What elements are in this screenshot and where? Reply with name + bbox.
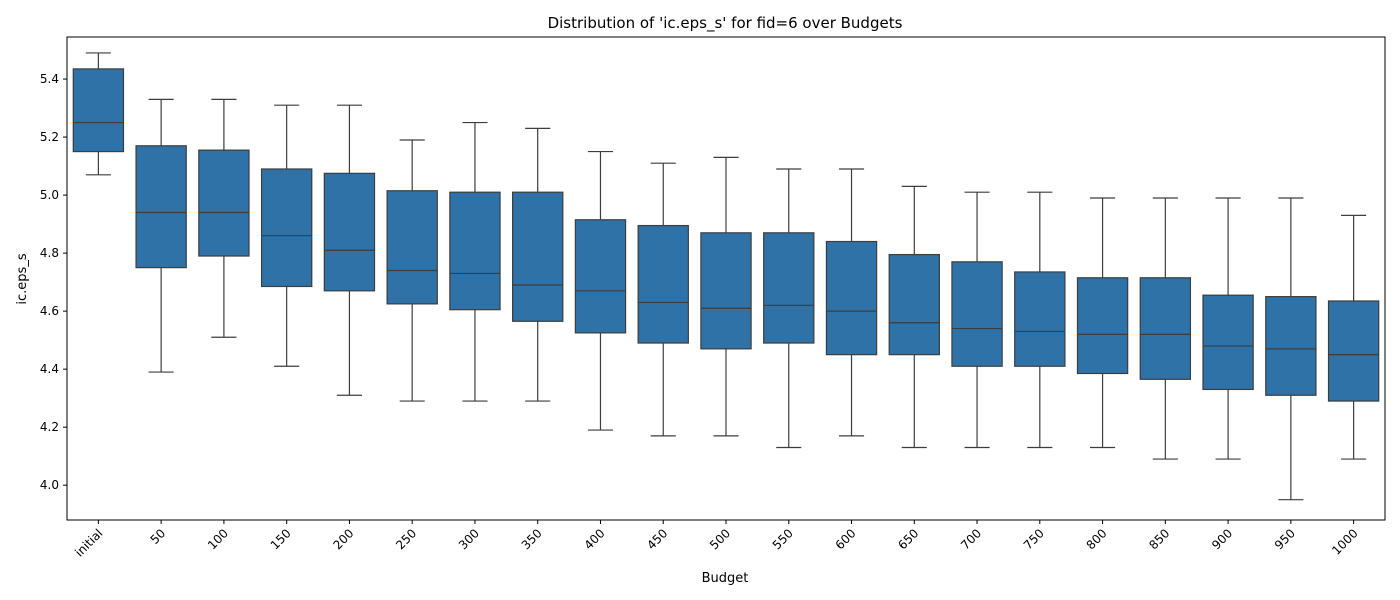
y-tick-label: 4.4 — [40, 362, 59, 376]
box-900 — [1202, 294, 1254, 391]
chart-title: Distribution of 'ic.eps_s' for fid=6 ove… — [548, 14, 903, 33]
x-tick-label: 900 — [1209, 526, 1235, 552]
x-tick-label: 150 — [268, 526, 294, 552]
box-50 — [135, 145, 187, 269]
x-tick-label: 300 — [456, 526, 482, 552]
box-300 — [449, 191, 501, 311]
y-tick-label: 5.0 — [40, 188, 59, 202]
x-tick-label: 750 — [1021, 526, 1047, 552]
x-tick-label: 500 — [707, 526, 733, 552]
y-tick-label: 4.6 — [40, 304, 59, 318]
x-tick-label: 200 — [330, 526, 356, 552]
x-tick-label: 50 — [148, 526, 169, 547]
box-850 — [1139, 277, 1192, 380]
box-150 — [260, 168, 313, 288]
y-tick-label: 5.2 — [40, 130, 59, 144]
box-350 — [512, 191, 564, 322]
box-100 — [198, 149, 250, 257]
plot-area: 4.0 4.2 4.4 4.6 4.8 5.0 5.2 5.4 initial 50 100 150 2… — [40, 36, 1386, 559]
y-tick-label: 5.4 — [40, 72, 59, 86]
x-tick-label: 250 — [393, 526, 419, 552]
box-550 — [763, 232, 815, 344]
x-tick-label: 350 — [519, 526, 545, 552]
box-450 — [637, 224, 689, 344]
x-tick-label: 1000 — [1329, 526, 1360, 557]
x-tick-label: 850 — [1146, 526, 1172, 552]
box-1000 — [1327, 300, 1380, 402]
x-tick-label: 400 — [582, 526, 608, 552]
y-tick-label: 4.2 — [40, 420, 59, 434]
x-tick-label: 800 — [1084, 526, 1110, 552]
box-200 — [323, 172, 376, 292]
x-tick-label: 600 — [833, 526, 859, 552]
box-400 — [574, 219, 627, 334]
x-tick-label: 550 — [770, 526, 796, 552]
y-tick-label: 4.8 — [40, 246, 59, 260]
box-750 — [1014, 271, 1066, 367]
box-650 — [888, 253, 940, 356]
x-tick-label: 950 — [1272, 526, 1298, 552]
y-axis-label: ic.eps_s — [15, 253, 30, 304]
box-250 — [386, 190, 438, 305]
box-700 — [951, 261, 1003, 367]
x-tick-label: 650 — [895, 526, 921, 552]
y-tick-label: 4.0 — [40, 478, 59, 492]
x-axis-label: Budget — [702, 571, 749, 586]
box-800 — [1076, 277, 1129, 375]
box-600 — [825, 240, 878, 356]
box-950 — [1265, 296, 1317, 396]
box-initial — [72, 68, 125, 153]
x-tick-label: 700 — [958, 526, 984, 552]
x-tick-label: initial — [72, 526, 105, 559]
box-500 — [700, 232, 752, 350]
x-tick-label: 450 — [644, 526, 670, 552]
x-tick-label: 100 — [205, 526, 231, 552]
